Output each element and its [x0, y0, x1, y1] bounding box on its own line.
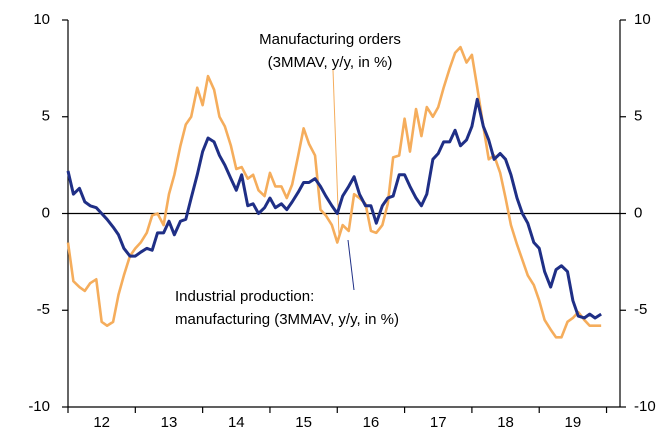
series-line [66, 97, 602, 320]
annotation: manufacturing (3MMAV, y/y, in %) [175, 311, 399, 328]
x-tick-label: 12 [93, 414, 110, 431]
y-tick-label: -5 [37, 301, 50, 318]
y2-tick-label: -10 [634, 398, 656, 415]
x-tick-label: 13 [161, 414, 178, 431]
x-tick-label: 15 [295, 414, 312, 431]
y-tick-label: 0 [42, 204, 50, 221]
x-tick-label: 18 [497, 414, 514, 431]
x-tick-label: 16 [363, 414, 380, 431]
y2-tick-label: 10 [634, 11, 651, 28]
annotation: Manufacturing orders [259, 31, 401, 48]
y2-tick-label: 5 [634, 108, 642, 125]
x-tick-label: 19 [565, 414, 582, 431]
production-pointer [347, 239, 355, 291]
y-tick-label: 5 [42, 108, 50, 125]
y-tick-label: -10 [28, 398, 50, 415]
x-tick-label: 14 [228, 414, 245, 431]
annotation: (3MMAV, y/y, in %) [268, 54, 393, 71]
series-line [66, 45, 602, 339]
y2-tick-label: 0 [634, 204, 642, 221]
y-tick-label: 10 [33, 11, 50, 28]
annotation: Industrial production: [175, 288, 314, 305]
x-tick-label: 17 [430, 414, 447, 431]
y2-tick-label: -5 [634, 301, 647, 318]
